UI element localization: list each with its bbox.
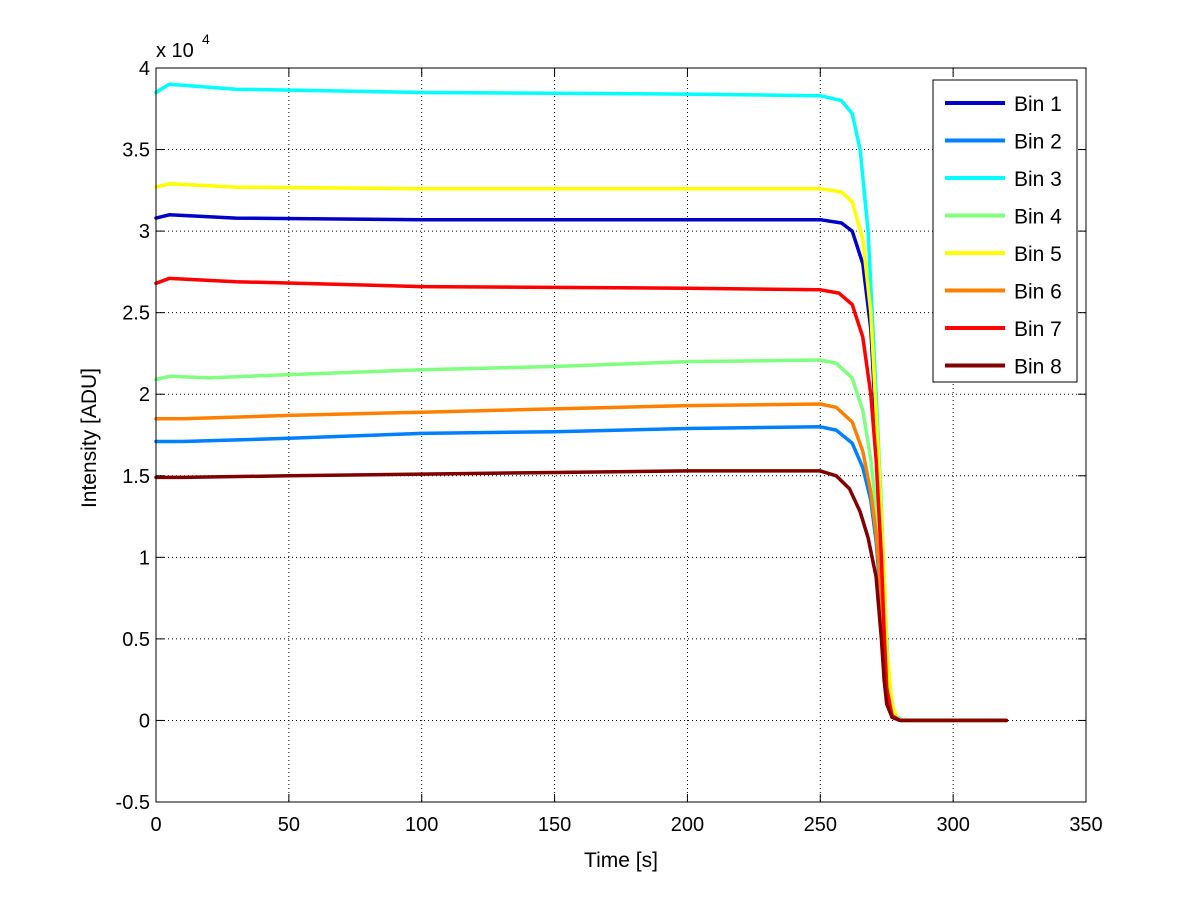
x-axis-label: Time [s] [584,849,658,872]
x-tick-label: 50 [278,814,300,836]
y-multiplier-label: x 10 [156,40,194,62]
x-tick-label: 150 [538,814,571,836]
y-tick-label: 0 [139,710,150,732]
y-tick-label: 1.5 [122,466,150,488]
y-tick-label: 2 [139,384,150,406]
y-tick-label: 4 [139,58,150,80]
series-line-bin-8 [154,469,1009,723]
y-tick-label: -0.5 [116,792,150,814]
legend-label: Bin 4 [1014,206,1062,229]
series-line-bin-5 [154,182,1009,723]
axis-ticks: 0 50 100 150 200 250 300 350-0.500.511.522.533.… [116,58,1103,836]
x-tick-label: 0 [150,814,161,836]
legend-label: Bin 6 [1014,281,1062,304]
x-tick-label: 250 [804,814,837,836]
y-tick-label: 0.5 [122,629,150,651]
grid-lines [156,68,1086,802]
y-multiplier-exponent: 4 [202,31,210,47]
x-tick-label: 200 [671,814,704,836]
legend-label: Bin 3 [1014,168,1062,191]
x-tick-label: 350 [1069,814,1102,836]
legend-label: Bin 5 [1014,243,1062,266]
y-tick-label: 1 [139,547,150,569]
legend-entries: Bin 1 Bin 2 Bin 3 Bin 4 Bin 5 Bin 6 Bin 7 Bin 8 [945,93,1062,379]
legend-label: Bin 2 [1014,131,1062,154]
legend-box [932,79,1078,383]
series-lines [154,82,1009,723]
plot-frame [155,67,1087,803]
legend-label: Bin 1 [1014,93,1062,116]
legend: Bin 1 Bin 2 Bin 3 Bin 4 Bin 5 Bin 6 Bin 7 Bin 8 [932,79,1078,383]
y-tick-label: 3 [139,221,150,243]
y-tick-label: 3.5 [122,140,150,162]
x-tick-label: 300 [936,814,969,836]
legend-label: Bin 8 [1014,356,1062,379]
legend-label: Bin 7 [1014,318,1062,341]
y-tick-label: 2.5 [122,303,150,325]
series-line-bin-7 [154,276,1009,723]
y-axis-label: Intensity [ADU] [78,368,101,508]
x-tick-label: 100 [405,814,438,836]
